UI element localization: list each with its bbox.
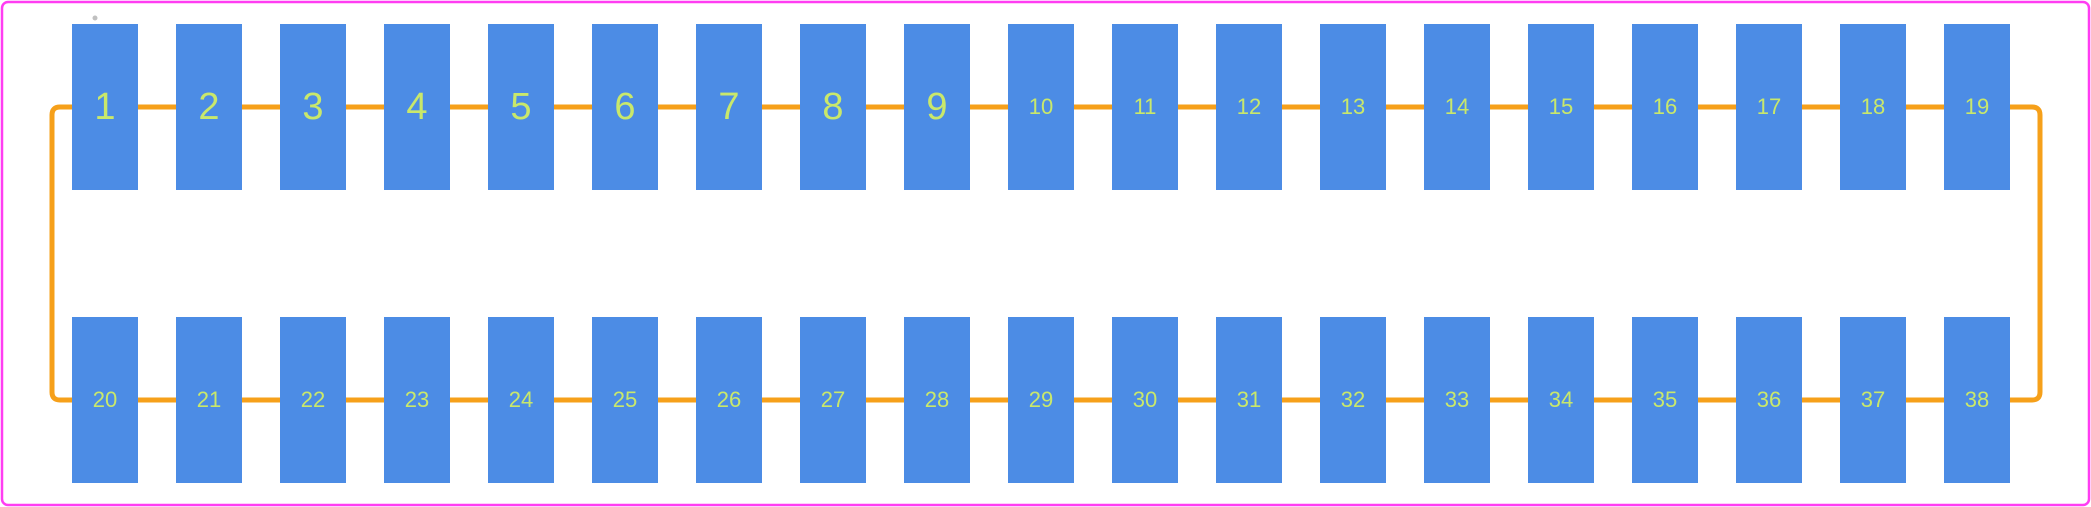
pad-number: 28 xyxy=(925,387,949,413)
pad-label-12: 12 xyxy=(1216,24,1282,190)
pad-label-14: 14 xyxy=(1424,24,1490,190)
pad-label-3: 3 xyxy=(280,24,346,190)
pad-label-25: 25 xyxy=(592,317,658,483)
pad-number: 27 xyxy=(821,387,845,413)
pad-number: 13 xyxy=(1341,94,1365,120)
pad-number: 25 xyxy=(613,387,637,413)
pad-number: 1 xyxy=(94,86,115,129)
pad-number: 9 xyxy=(926,86,947,129)
pad-label-24: 24 xyxy=(488,317,554,483)
pad-number: 11 xyxy=(1134,94,1157,120)
pad-number: 19 xyxy=(1965,94,1989,120)
pad-number: 22 xyxy=(301,387,325,413)
pad-number: 34 xyxy=(1549,387,1573,413)
pad-number: 24 xyxy=(509,387,533,413)
pad-label-36: 36 xyxy=(1736,317,1802,483)
pad-label-30: 30 xyxy=(1112,317,1178,483)
pad-number: 14 xyxy=(1445,94,1469,120)
pad-number: 35 xyxy=(1653,387,1677,413)
pad-label-31: 31 xyxy=(1216,317,1282,483)
pad-number: 26 xyxy=(717,387,741,413)
pad-label-19: 19 xyxy=(1944,24,2010,190)
pad-label-8: 8 xyxy=(800,24,866,190)
pad-label-21: 21 xyxy=(176,317,242,483)
pad-number: 29 xyxy=(1029,387,1053,413)
pad-number: 17 xyxy=(1757,94,1781,120)
pad-number: 4 xyxy=(406,86,427,129)
pad-number: 18 xyxy=(1861,94,1885,120)
pad-number: 7 xyxy=(718,86,739,129)
pad-number: 16 xyxy=(1653,94,1677,120)
pad-number: 2 xyxy=(198,86,219,129)
pad-label-23: 23 xyxy=(384,317,450,483)
pad-label-11: 11 xyxy=(1112,24,1178,190)
pad-label-18: 18 xyxy=(1840,24,1906,190)
pad-label-28: 28 xyxy=(904,317,970,483)
pad-label-7: 7 xyxy=(696,24,762,190)
pad-number: 12 xyxy=(1237,94,1261,120)
pad-number: 6 xyxy=(614,86,635,129)
pad-label-2: 2 xyxy=(176,24,242,190)
pad-number: 32 xyxy=(1341,387,1365,413)
pad-label-5: 5 xyxy=(488,24,554,190)
pad-label-35: 35 xyxy=(1632,317,1698,483)
pad-label-4: 4 xyxy=(384,24,450,190)
pad-label-26: 26 xyxy=(696,317,762,483)
pad-label-38: 38 xyxy=(1944,317,2010,483)
pad-label-15: 15 xyxy=(1528,24,1594,190)
pad-label-9: 9 xyxy=(904,24,970,190)
pad-label-33: 33 xyxy=(1424,317,1490,483)
pad-number: 3 xyxy=(302,86,323,129)
pad-number: 15 xyxy=(1549,94,1573,120)
pad-label-16: 16 xyxy=(1632,24,1698,190)
pad-number: 31 xyxy=(1237,387,1261,413)
pad-label-13: 13 xyxy=(1320,24,1386,190)
pad-number: 33 xyxy=(1445,387,1469,413)
pad-label-29: 29 xyxy=(1008,317,1074,483)
pad-number: 38 xyxy=(1965,387,1989,413)
pad-number: 5 xyxy=(510,86,531,129)
origin-dot xyxy=(93,16,98,21)
footprint-diagram: 1234567891011121314151617181920212223242… xyxy=(0,0,2091,507)
pad-label-37: 37 xyxy=(1840,317,1906,483)
pad-number: 30 xyxy=(1133,387,1157,413)
pad-number: 21 xyxy=(197,387,221,413)
pad-number: 23 xyxy=(405,387,429,413)
pad-label-10: 10 xyxy=(1008,24,1074,190)
pad-label-6: 6 xyxy=(592,24,658,190)
pad-number: 36 xyxy=(1757,387,1781,413)
pad-number: 20 xyxy=(93,387,117,413)
pad-label-1: 1 xyxy=(72,24,138,190)
pad-label-34: 34 xyxy=(1528,317,1594,483)
pad-label-32: 32 xyxy=(1320,317,1386,483)
pad-label-17: 17 xyxy=(1736,24,1802,190)
pad-number: 37 xyxy=(1861,387,1885,413)
pad-number: 8 xyxy=(822,86,843,129)
pad-label-22: 22 xyxy=(280,317,346,483)
pad-label-20: 20 xyxy=(72,317,138,483)
pad-label-27: 27 xyxy=(800,317,866,483)
pad-number: 10 xyxy=(1029,94,1053,120)
